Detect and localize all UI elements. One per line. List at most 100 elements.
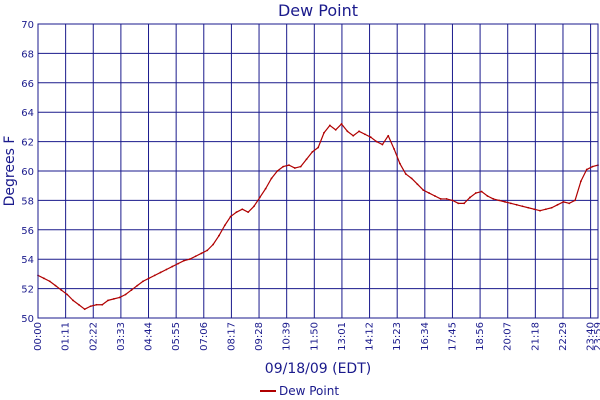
- data-point: [428, 192, 430, 194]
- x-tick-label: 22:29: [558, 322, 569, 351]
- data-point: [258, 196, 261, 199]
- data-point: [235, 211, 238, 214]
- data-point: [393, 148, 395, 150]
- data-point: [334, 128, 337, 131]
- y-tick-label: 62: [21, 138, 34, 149]
- data-point: [352, 134, 355, 137]
- data-point: [223, 224, 226, 227]
- x-tick-label: 15:23: [392, 322, 403, 351]
- data-point: [264, 187, 267, 190]
- y-tick-label: 60: [21, 167, 34, 178]
- data-point: [434, 195, 436, 197]
- data-point: [480, 190, 483, 193]
- data-point: [387, 134, 390, 137]
- data-point: [363, 133, 366, 136]
- data-point: [445, 198, 448, 200]
- data-point: [148, 277, 150, 280]
- data-point: [492, 198, 495, 200]
- data-point: [136, 284, 139, 287]
- data-point: [410, 177, 413, 180]
- data-point: [165, 268, 168, 271]
- x-tick-label: 16:34: [420, 322, 431, 351]
- x-tick-label: 02:22: [88, 322, 99, 351]
- data-point: [293, 167, 296, 169]
- data-point: [568, 202, 571, 205]
- x-tick-label: 05:55: [171, 322, 182, 351]
- data-point: [591, 165, 594, 168]
- y-tick-label: 50: [21, 314, 34, 325]
- data-point: [206, 249, 209, 252]
- x-tick-labels: 00:00 01:11 02:22 03:33 04:44 05:55 07:06 08:17…: [33, 322, 600, 351]
- data-point: [77, 303, 80, 306]
- data-point: [142, 280, 144, 283]
- x-tick-label: 23:59: [593, 322, 600, 351]
- x-tick-label: 03:33: [116, 322, 127, 351]
- x-tick-label: 09:28: [254, 322, 265, 351]
- data-point: [253, 205, 255, 208]
- data-point: [66, 293, 69, 296]
- data-point: [54, 284, 57, 287]
- data-point: [504, 200, 506, 203]
- y-tick-label: 54: [21, 255, 34, 266]
- data-point: [60, 289, 63, 291]
- y-tick-label: 58: [21, 196, 34, 207]
- data-point: [323, 131, 325, 134]
- y-tick-label: 56: [21, 226, 34, 237]
- data-point: [463, 202, 466, 205]
- data-point: [544, 208, 547, 211]
- data-point: [469, 196, 471, 199]
- data-point: [486, 195, 489, 197]
- data-point: [159, 271, 162, 274]
- data-point: [340, 123, 343, 125]
- grid-lines: [37, 23, 598, 319]
- x-tick-label: 08:17: [226, 322, 237, 351]
- x-axis-title: 09/18/09 (EDT): [265, 361, 371, 377]
- data-point: [288, 164, 290, 167]
- data-point: [89, 305, 92, 308]
- data-point: [533, 208, 536, 211]
- data-point: [574, 199, 576, 202]
- data-point: [171, 265, 174, 268]
- data-point: [305, 158, 308, 161]
- data-point: [229, 215, 232, 218]
- data-point: [515, 203, 518, 206]
- data-point: [153, 274, 156, 277]
- data-point: [72, 299, 74, 302]
- data-point: [101, 303, 104, 306]
- data-point: [585, 168, 588, 171]
- data-point: [177, 262, 180, 265]
- x-tick-label: 14:12: [365, 322, 376, 351]
- data-point: [311, 150, 314, 153]
- data-point: [509, 202, 512, 205]
- data-point: [107, 299, 109, 302]
- data-point: [194, 255, 197, 258]
- data-point: [381, 143, 384, 146]
- data-point: [399, 162, 401, 165]
- chart-title: Dew Point: [278, 1, 358, 20]
- x-tick-label: 20:07: [503, 322, 514, 351]
- data-point: [218, 234, 220, 237]
- data-point: [562, 200, 565, 203]
- y-tick-label: 52: [21, 285, 34, 296]
- data-point: [95, 303, 98, 306]
- x-tick-label: 13:01: [337, 322, 348, 351]
- y-tick-label: 66: [21, 79, 34, 90]
- legend-label: Dew Point: [279, 384, 339, 398]
- data-point: [48, 280, 51, 283]
- data-point: [42, 277, 45, 280]
- x-tick-label: 01:11: [61, 322, 72, 351]
- data-point: [457, 202, 460, 205]
- y-tick-label: 64: [21, 108, 34, 119]
- data-point: [416, 183, 419, 186]
- data-point: [346, 130, 349, 133]
- data-point: [83, 308, 86, 311]
- series-line-dew-point: [37, 123, 599, 310]
- series-group: [37, 123, 599, 311]
- plot-frame: [37, 23, 599, 319]
- x-tick-label: 10:39: [282, 322, 293, 351]
- data-point: [183, 259, 185, 262]
- data-point: [188, 258, 191, 261]
- data-point: [539, 209, 541, 212]
- data-point: [556, 203, 559, 206]
- data-point: [130, 289, 133, 291]
